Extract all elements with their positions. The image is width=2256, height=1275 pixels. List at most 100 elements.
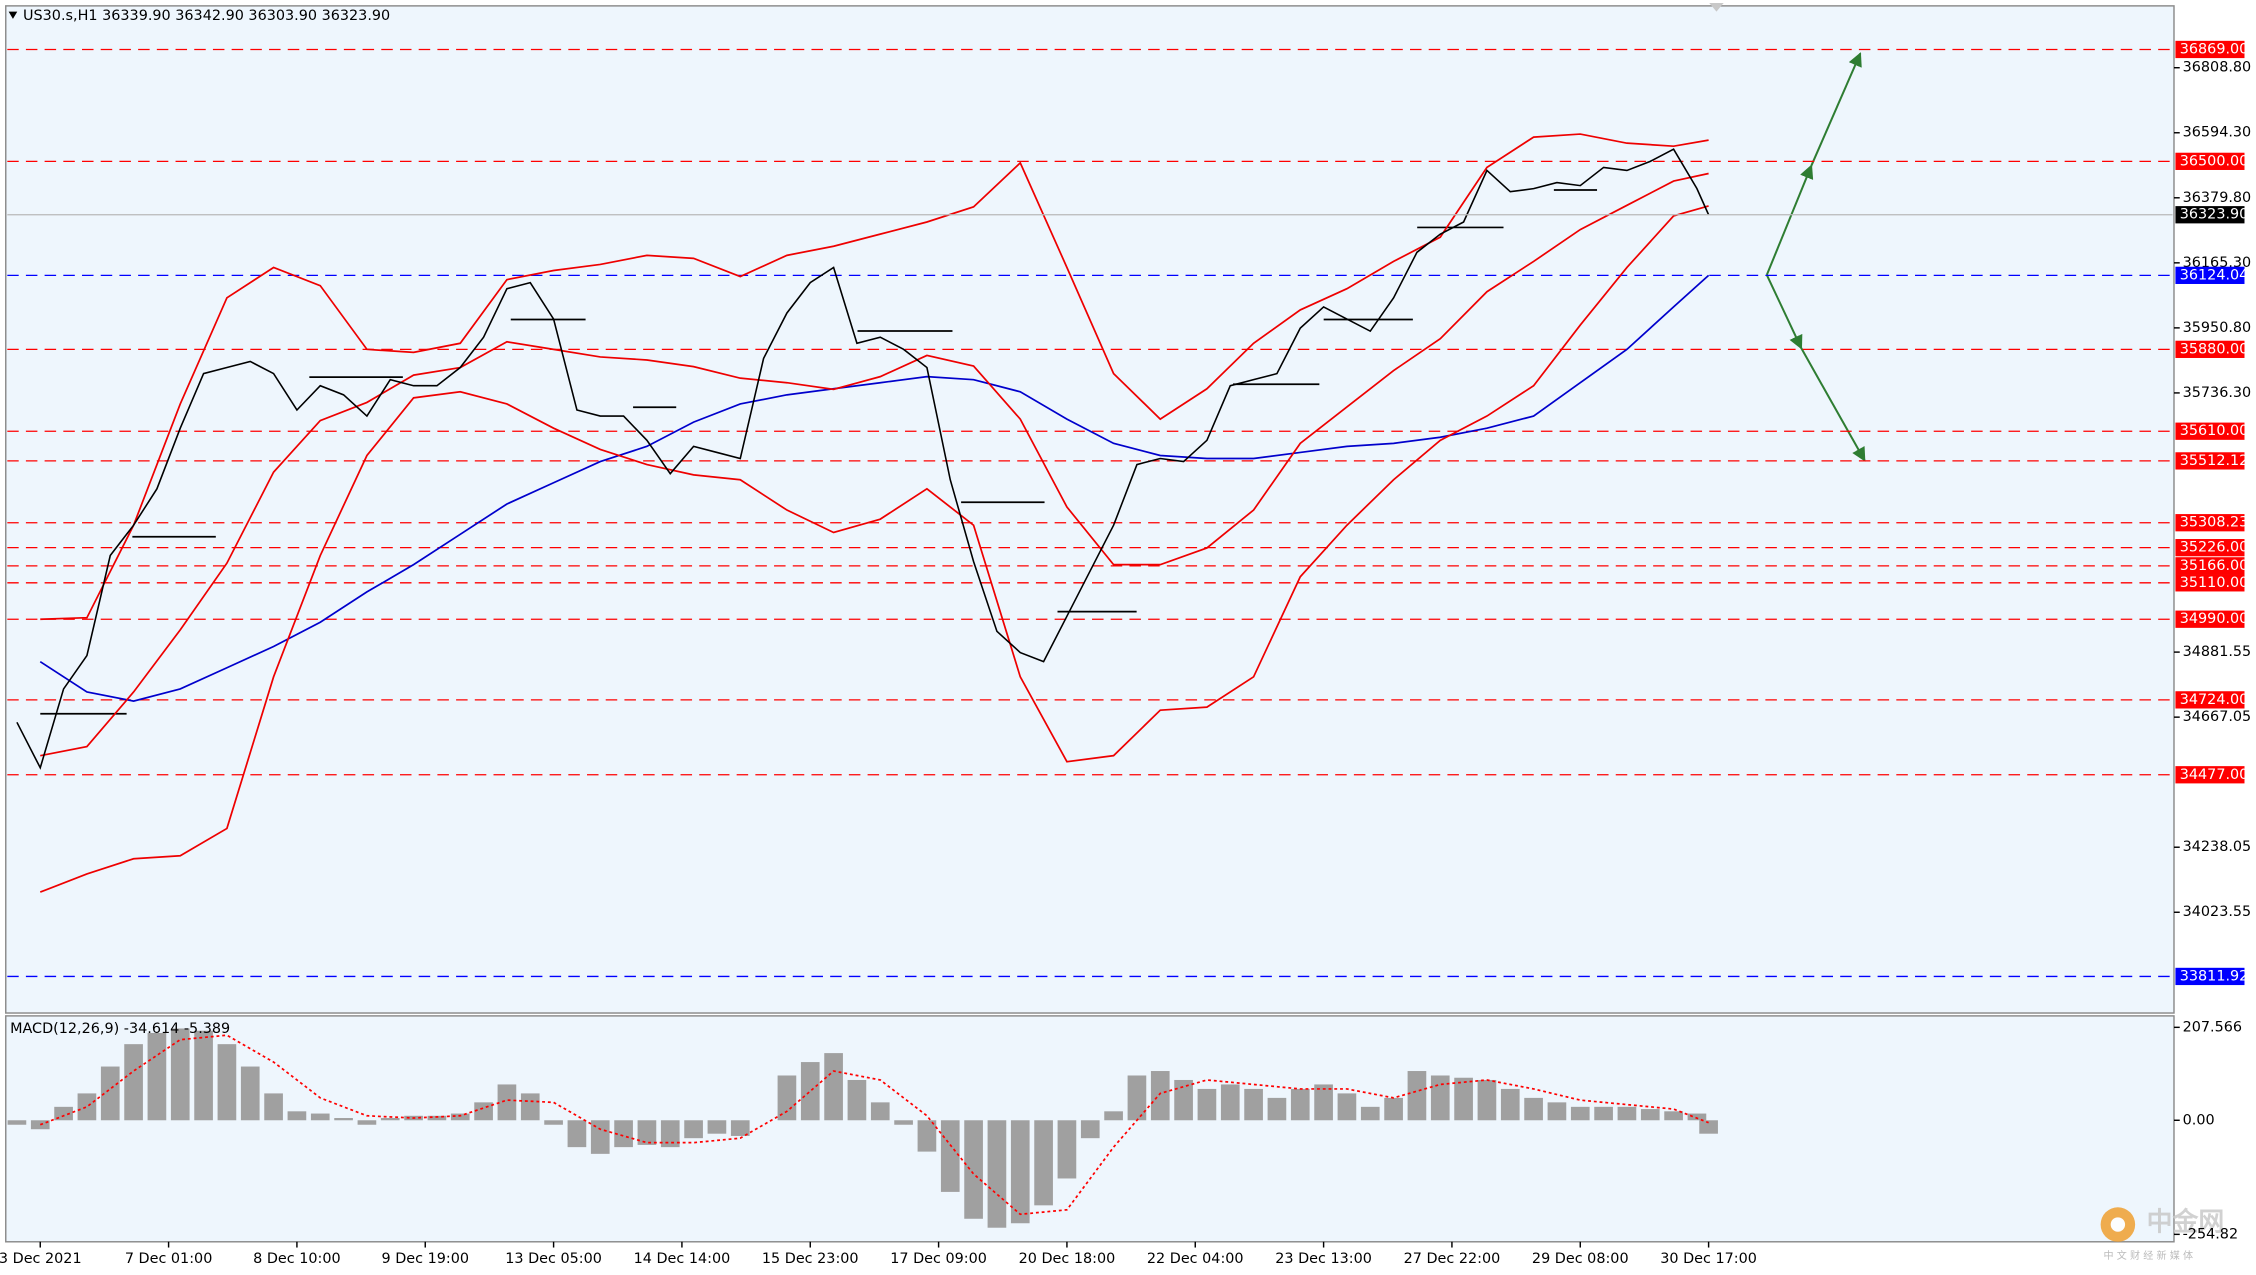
series-line bbox=[40, 133, 1709, 621]
histogram-bar bbox=[987, 1120, 1007, 1228]
histogram-bar bbox=[1197, 1088, 1217, 1121]
x-tick-label: 20 Dec 18:00 bbox=[1019, 1251, 1116, 1267]
y-tick-label: 34881.55 bbox=[2183, 644, 2252, 660]
histogram-bar bbox=[730, 1120, 750, 1136]
histogram-bar bbox=[1057, 1120, 1077, 1179]
indicator-label: MACD(12,26,9) -34.614 -5.389 bbox=[10, 1021, 230, 1037]
level-label-bg bbox=[2175, 539, 2245, 557]
histogram-bar bbox=[474, 1102, 493, 1121]
histogram-bar bbox=[1454, 1077, 1473, 1121]
level-label: 35610.00 bbox=[2180, 423, 2249, 439]
histogram-bar bbox=[847, 1079, 867, 1121]
histogram-bar bbox=[894, 1120, 913, 1125]
level-label-bg bbox=[2175, 422, 2245, 440]
histogram-bar bbox=[1500, 1088, 1520, 1121]
y-tick-label: 0.00 bbox=[2183, 1112, 2215, 1128]
histogram-bar bbox=[1010, 1120, 1030, 1224]
histogram-bar bbox=[824, 1053, 843, 1121]
level-label-bg bbox=[2175, 514, 2245, 532]
x-tick-label: 30 Dec 17:00 bbox=[1660, 1251, 1757, 1267]
x-tick-label: 17 Dec 09:00 bbox=[890, 1251, 987, 1267]
histogram-bar bbox=[194, 1030, 213, 1121]
x-tick-label: 3 Dec 2021 bbox=[0, 1251, 82, 1267]
current-price-label: 36323.90 bbox=[2180, 207, 2249, 223]
level-label: 35308.23 bbox=[2180, 515, 2249, 531]
histogram-bar bbox=[707, 1120, 727, 1134]
arrow-down bbox=[1800, 347, 1866, 462]
histogram-bar bbox=[100, 1066, 120, 1121]
watermark-logo bbox=[2110, 1217, 2126, 1232]
y-tick-label: 36594.30 bbox=[2183, 125, 2252, 141]
arrow-up bbox=[1810, 52, 1862, 166]
histogram-bar bbox=[520, 1093, 540, 1121]
histogram-bar bbox=[1127, 1075, 1147, 1121]
watermark-subtitle: 中 文 财 经 新 媒 体 bbox=[2103, 1249, 2193, 1262]
arrow-down bbox=[1765, 274, 1803, 350]
level-label: 34990.00 bbox=[2180, 611, 2249, 627]
histogram-bar bbox=[1524, 1097, 1543, 1121]
histogram-bar bbox=[450, 1113, 470, 1121]
histogram-bar bbox=[637, 1120, 657, 1145]
x-tick-label: 29 Dec 08:00 bbox=[1532, 1251, 1629, 1267]
y-tick-label: 34238.05 bbox=[2183, 839, 2252, 855]
x-tick-label: 9 Dec 19:00 bbox=[381, 1251, 469, 1267]
histogram-bar bbox=[1640, 1109, 1660, 1121]
histogram-bar bbox=[124, 1044, 143, 1121]
level-label-bg bbox=[2175, 152, 2245, 170]
y-tick-label: 36808.80 bbox=[2183, 60, 2252, 76]
level-label: 34724.00 bbox=[2180, 692, 2249, 708]
watermark: 中金网 中 文 财 经 新 媒 体 bbox=[2100, 1207, 2225, 1262]
level-label: 36869.00 bbox=[2180, 41, 2249, 57]
plot-area bbox=[7, 1028, 1718, 1228]
y-tick-label: 35950.80 bbox=[2183, 320, 2252, 336]
histogram-bar bbox=[1477, 1079, 1497, 1121]
level-label-bg bbox=[2175, 766, 2245, 784]
histogram-bar bbox=[800, 1062, 820, 1121]
histogram-bar bbox=[1699, 1120, 1718, 1134]
level-label: 35880.00 bbox=[2180, 341, 2249, 357]
histogram-bar bbox=[7, 1120, 27, 1125]
histogram-bar bbox=[1547, 1102, 1567, 1121]
histogram-bar bbox=[1360, 1106, 1380, 1121]
histogram-bar bbox=[544, 1120, 563, 1125]
series-line bbox=[40, 172, 1709, 757]
level-label: 35512.12 bbox=[2180, 453, 2249, 469]
level-label-bg bbox=[2175, 967, 2245, 986]
histogram-bar bbox=[357, 1120, 377, 1125]
histogram-bar bbox=[1407, 1071, 1427, 1121]
x-tick-label: 15 Dec 23:00 bbox=[762, 1251, 859, 1267]
forecast-arrows bbox=[1765, 52, 1866, 462]
histogram-bar bbox=[427, 1115, 447, 1121]
menu-triangle bbox=[8, 11, 18, 19]
histogram-bar bbox=[940, 1120, 960, 1192]
y-tick-label: -254.82 bbox=[2183, 1226, 2239, 1242]
histogram-bar bbox=[1267, 1097, 1287, 1121]
x-tick-label: 7 Dec 01:00 bbox=[125, 1251, 213, 1267]
shift-marker bbox=[1709, 3, 1724, 12]
chart-header: US30.s,H1 36339.90 36342.90 36303.90 363… bbox=[23, 8, 390, 24]
x-tick-label: 23 Dec 13:00 bbox=[1275, 1251, 1372, 1267]
series-line bbox=[39, 274, 1710, 702]
histogram-bar bbox=[1337, 1093, 1357, 1121]
x-tick-label: 22 Dec 04:00 bbox=[1147, 1251, 1244, 1267]
series-line bbox=[16, 148, 1710, 770]
y-tick-label: 34023.55 bbox=[2183, 904, 2252, 920]
arrow-up bbox=[1765, 164, 1814, 276]
watermark-title: 中金网 bbox=[2147, 1207, 2225, 1238]
y-tick-label: 36379.80 bbox=[2183, 190, 2252, 206]
histogram-bar bbox=[54, 1106, 73, 1121]
histogram-bar bbox=[1150, 1071, 1170, 1121]
level-label: 36500.00 bbox=[2180, 153, 2249, 169]
level-label: 34477.00 bbox=[2180, 767, 2249, 783]
histogram-bar bbox=[30, 1120, 50, 1130]
histogram-bar bbox=[614, 1120, 633, 1148]
level-label: 35166.00 bbox=[2180, 558, 2249, 574]
histogram-bar bbox=[1314, 1084, 1333, 1121]
level-label-bg bbox=[2175, 452, 2245, 470]
x-tick-label: 14 Dec 14:00 bbox=[634, 1251, 731, 1267]
histogram-bar bbox=[1430, 1075, 1450, 1121]
histogram-bar bbox=[1594, 1106, 1613, 1121]
level-label: 35226.00 bbox=[2180, 540, 2249, 556]
